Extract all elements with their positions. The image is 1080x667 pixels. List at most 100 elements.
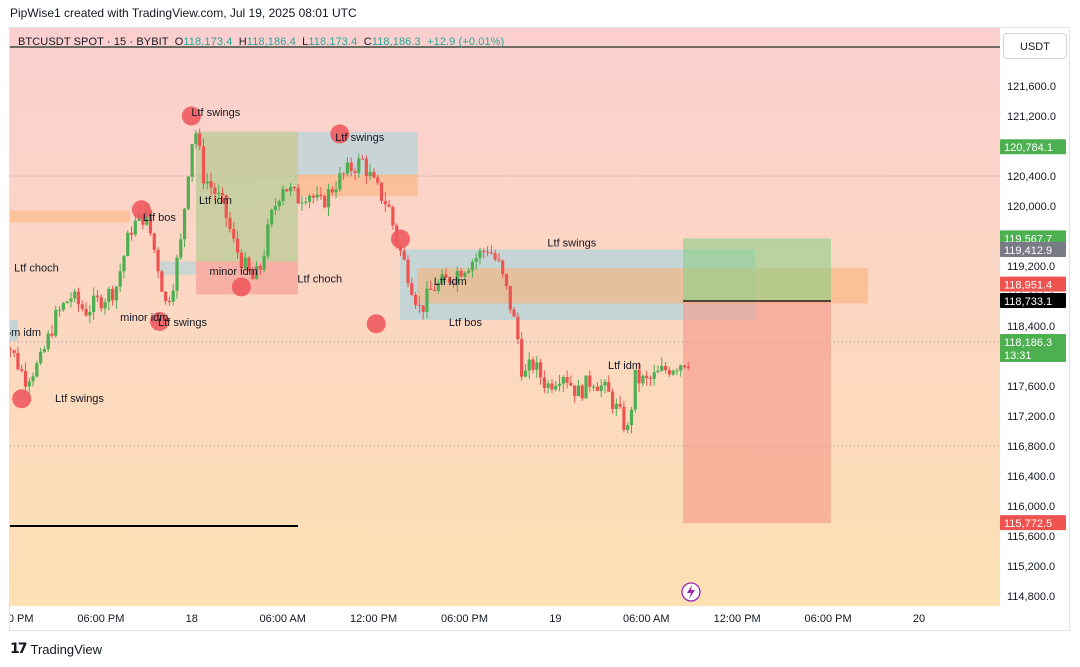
candle-body bbox=[235, 238, 240, 253]
symbol-legend: BTCUSDT SPOT · 15 · BYBIT O118,173.4 H11… bbox=[18, 36, 504, 48]
candle-body bbox=[387, 204, 391, 207]
candle-body bbox=[42, 349, 47, 352]
candle-body bbox=[167, 301, 172, 303]
candle-body bbox=[103, 301, 107, 309]
candle-body bbox=[459, 270, 463, 277]
candle-body bbox=[671, 370, 675, 375]
swing-marker bbox=[181, 106, 201, 126]
candle-body bbox=[152, 233, 156, 250]
candle-body bbox=[554, 385, 558, 390]
candle-body bbox=[247, 257, 251, 271]
time-tick-label: 06:00 PM bbox=[441, 613, 488, 625]
price-axis-label bbox=[1000, 242, 1066, 258]
annotation-label: Ltf idm bbox=[434, 276, 467, 288]
price-chart[interactable]: Ltf swings Ltf swings Ltf bos Ltf idm Ltf ch… bbox=[10, 28, 1070, 631]
price-axis-label-text: 118,186.3 bbox=[1004, 337, 1052, 349]
candle-body bbox=[550, 383, 554, 390]
candle-body bbox=[474, 258, 478, 262]
price-tick-label: 119,200.0 bbox=[1007, 261, 1055, 273]
swing-marker bbox=[330, 124, 350, 144]
candle-body bbox=[224, 195, 228, 218]
candle-body bbox=[122, 256, 126, 272]
candle-body bbox=[538, 362, 543, 378]
candle-body bbox=[273, 206, 278, 210]
price-tick-label: 117,200.0 bbox=[1007, 411, 1055, 423]
candle-body bbox=[455, 270, 459, 284]
candle-body bbox=[57, 309, 62, 311]
chart-pane[interactable]: Ltf swings Ltf swings Ltf bos Ltf idm Ltf ch… bbox=[9, 27, 1070, 631]
candle-body bbox=[610, 391, 615, 410]
legend-low: 118,173.4 bbox=[308, 36, 358, 48]
price-axis-label bbox=[1000, 515, 1066, 531]
candle-body bbox=[73, 291, 77, 299]
candle-body bbox=[95, 295, 100, 298]
candle-body bbox=[485, 251, 490, 253]
candle-body bbox=[16, 352, 20, 370]
time-tick-label: 20 bbox=[913, 613, 925, 625]
candle-body bbox=[667, 370, 671, 375]
candle-body bbox=[383, 200, 387, 205]
legend-change: +12.9 (+0.01%) bbox=[427, 36, 505, 48]
candle-body bbox=[614, 403, 618, 410]
candle-body bbox=[304, 201, 308, 203]
candle-body bbox=[76, 291, 81, 305]
candle-body bbox=[429, 288, 433, 290]
price-axis-label bbox=[1000, 334, 1066, 363]
candle-body bbox=[10, 349, 12, 351]
candle-body bbox=[296, 187, 300, 204]
annotation-label: Ltf swings bbox=[191, 107, 240, 119]
price-axis-label bbox=[1000, 230, 1066, 246]
candle-body bbox=[675, 370, 679, 372]
candle-body bbox=[637, 369, 641, 384]
candle-body bbox=[360, 158, 365, 160]
candle-body bbox=[300, 202, 304, 204]
candle-body bbox=[470, 261, 475, 271]
candle-body bbox=[156, 249, 160, 272]
price-axis-label-text: 118,951.4 bbox=[1004, 280, 1052, 292]
bar-countdown-text: 13:31 bbox=[1004, 350, 1032, 362]
candle-body bbox=[467, 270, 471, 273]
candle-body bbox=[114, 286, 118, 301]
annotation-label: minor idm bbox=[210, 266, 258, 278]
candle-body bbox=[535, 362, 539, 370]
candle-body bbox=[531, 359, 535, 370]
annotation-label: Ltf swings bbox=[547, 238, 596, 250]
swing-marker bbox=[366, 314, 386, 334]
candle-body bbox=[213, 187, 217, 194]
price-axis-label-text: 119,412.9 bbox=[1004, 245, 1052, 257]
candle-body bbox=[129, 232, 134, 235]
price-tick-label: 117,600.0 bbox=[1007, 381, 1055, 393]
tradingview-logo[interactable]: 17 TradingView bbox=[10, 641, 102, 657]
brand-name: TradingView bbox=[30, 641, 103, 657]
candle-body bbox=[489, 252, 493, 254]
candle-body bbox=[88, 312, 92, 316]
legend-close: 118,186.3 bbox=[371, 36, 421, 48]
candle-body bbox=[277, 200, 281, 207]
price-axis-label-text: 120,784.1 bbox=[1004, 142, 1053, 154]
candle-body bbox=[618, 403, 622, 407]
candle-body bbox=[504, 274, 509, 286]
candle-body bbox=[357, 158, 361, 174]
candle-body bbox=[251, 270, 255, 280]
candle-body bbox=[542, 377, 546, 388]
candle-body bbox=[69, 298, 73, 302]
legend-open-label: O bbox=[174, 36, 184, 48]
currency-button[interactable]: USDT bbox=[1003, 33, 1067, 59]
candle-body bbox=[330, 189, 334, 193]
legend-symbol[interactable]: BTCUSDT SPOT · 15 · BYBIT bbox=[18, 36, 169, 48]
candle-body bbox=[217, 192, 221, 194]
candle-body bbox=[580, 385, 584, 399]
annotation-label: Ltf swings bbox=[55, 393, 104, 405]
candle-body bbox=[565, 377, 569, 383]
candle-body bbox=[84, 308, 88, 316]
annotation-label: Ltf swings bbox=[335, 132, 384, 144]
candle-body bbox=[599, 385, 603, 391]
candle-body bbox=[266, 224, 270, 257]
candle-body bbox=[569, 382, 573, 386]
candle-body bbox=[285, 189, 289, 192]
candle-body bbox=[641, 375, 645, 384]
candle-body bbox=[516, 316, 520, 340]
candle-body bbox=[421, 305, 425, 312]
candle-body bbox=[402, 250, 406, 260]
candle-body bbox=[342, 173, 346, 175]
